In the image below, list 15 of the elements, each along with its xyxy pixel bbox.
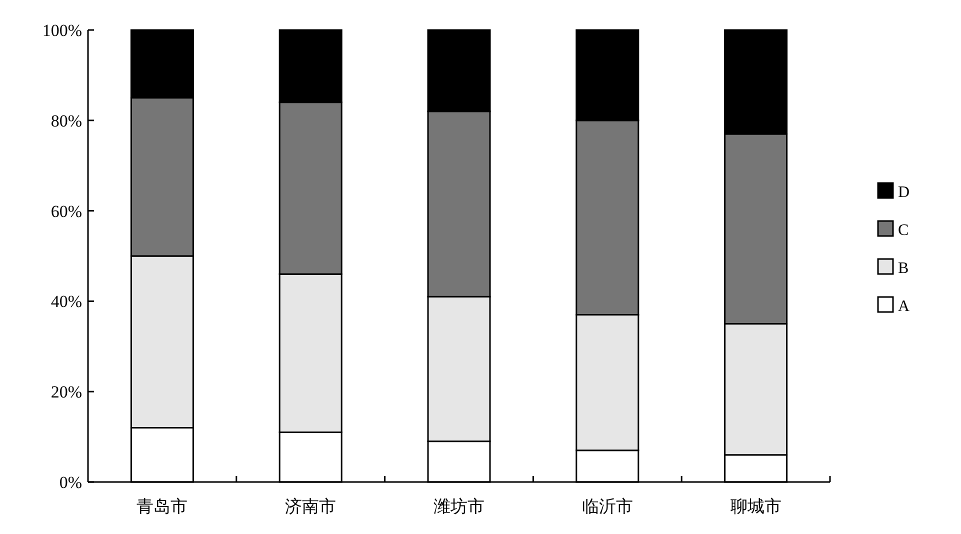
y-tick-label: 0% [59,473,82,492]
x-tick-label: 聊城市 [730,497,782,516]
x-tick-label: 青岛市 [136,497,188,516]
legend-label: C [898,222,909,239]
y-tick-label: 20% [50,382,82,402]
y-tick-label: 40% [50,292,82,312]
y-tick-label: 80% [50,111,82,130]
legend-label: A [898,298,910,315]
x-tick-label: 潍坊市 [434,497,484,516]
x-tick-label: 济南市 [285,497,336,516]
y-tick-label: 60% [50,202,82,221]
x-tick-label: 临沂市 [582,497,633,516]
legend-label: B [898,260,909,277]
legend-label: D [898,184,910,201]
y-tick-label: 100% [42,21,82,40]
